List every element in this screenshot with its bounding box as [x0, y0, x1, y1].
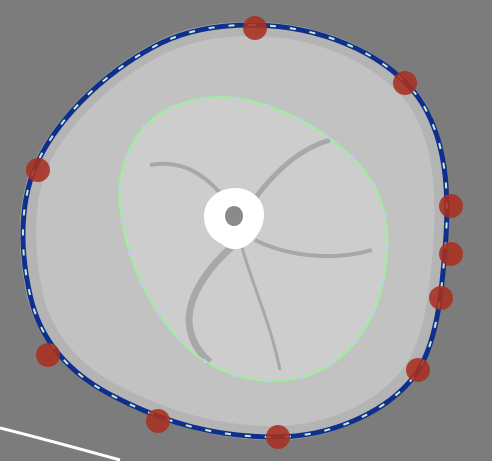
inner-contour-handle[interactable] [325, 134, 330, 139]
inner-contour-handles [117, 96, 390, 383]
contour-control-point[interactable] [243, 16, 267, 40]
inner-contour-handle[interactable] [177, 337, 182, 342]
fascial-septum [254, 238, 373, 259]
inner-contour-handle[interactable] [299, 375, 303, 380]
inner-contour-handle[interactable] [202, 359, 207, 364]
inner-contour-handle[interactable] [168, 105, 173, 110]
fascial-septum [149, 161, 224, 197]
fascial-septum [238, 239, 282, 371]
outer-contour-dash [21, 23, 448, 439]
inner-contour-handle[interactable] [265, 378, 270, 383]
contour-control-point[interactable] [439, 242, 463, 266]
inner-contour-handle[interactable] [370, 311, 375, 316]
inner-contour-handle[interactable] [124, 153, 129, 158]
contour-control-point[interactable] [406, 358, 430, 382]
inner-contour-handle[interactable] [120, 219, 125, 224]
inner-contour-handle[interactable] [233, 373, 238, 378]
inner-contour-line[interactable] [118, 96, 389, 382]
scanner-table-edge [0, 426, 121, 461]
inner-contour-handle[interactable] [382, 213, 387, 218]
contour-control-point[interactable] [36, 343, 60, 367]
contour-control-point[interactable] [26, 158, 50, 182]
inner-contour-handle[interactable] [329, 362, 334, 367]
bone-marrow [225, 206, 243, 226]
inner-contour-handle[interactable] [234, 96, 238, 100]
inner-contour-handle[interactable] [128, 251, 132, 256]
inner-contour-handle[interactable] [117, 186, 122, 191]
inner-contour-handle[interactable] [266, 103, 271, 108]
inner-contour-handle[interactable] [140, 282, 145, 287]
fascial-septum [185, 237, 243, 365]
contour-control-point[interactable] [439, 194, 463, 218]
outer-contour-control-points [26, 16, 463, 449]
fascial-septum [247, 137, 331, 207]
contour-control-point[interactable] [266, 425, 290, 449]
inner-contour-handle[interactable] [371, 182, 376, 187]
inner-contour-handle[interactable] [142, 125, 147, 130]
inner-contour-handle[interactable] [385, 246, 390, 251]
inner-contour-handle[interactable] [353, 339, 358, 344]
inner-contour-handle[interactable] [200, 96, 205, 101]
inner-contour-handle[interactable] [350, 155, 355, 160]
inner-contour-handle[interactable] [156, 311, 161, 316]
contour-control-point[interactable] [429, 286, 453, 310]
contour-control-point[interactable] [393, 71, 417, 95]
inner-contour-handle[interactable] [297, 117, 301, 121]
contour-control-point[interactable] [146, 409, 170, 433]
inner-contour-handle[interactable] [381, 279, 385, 284]
femur-bone [204, 188, 264, 250]
